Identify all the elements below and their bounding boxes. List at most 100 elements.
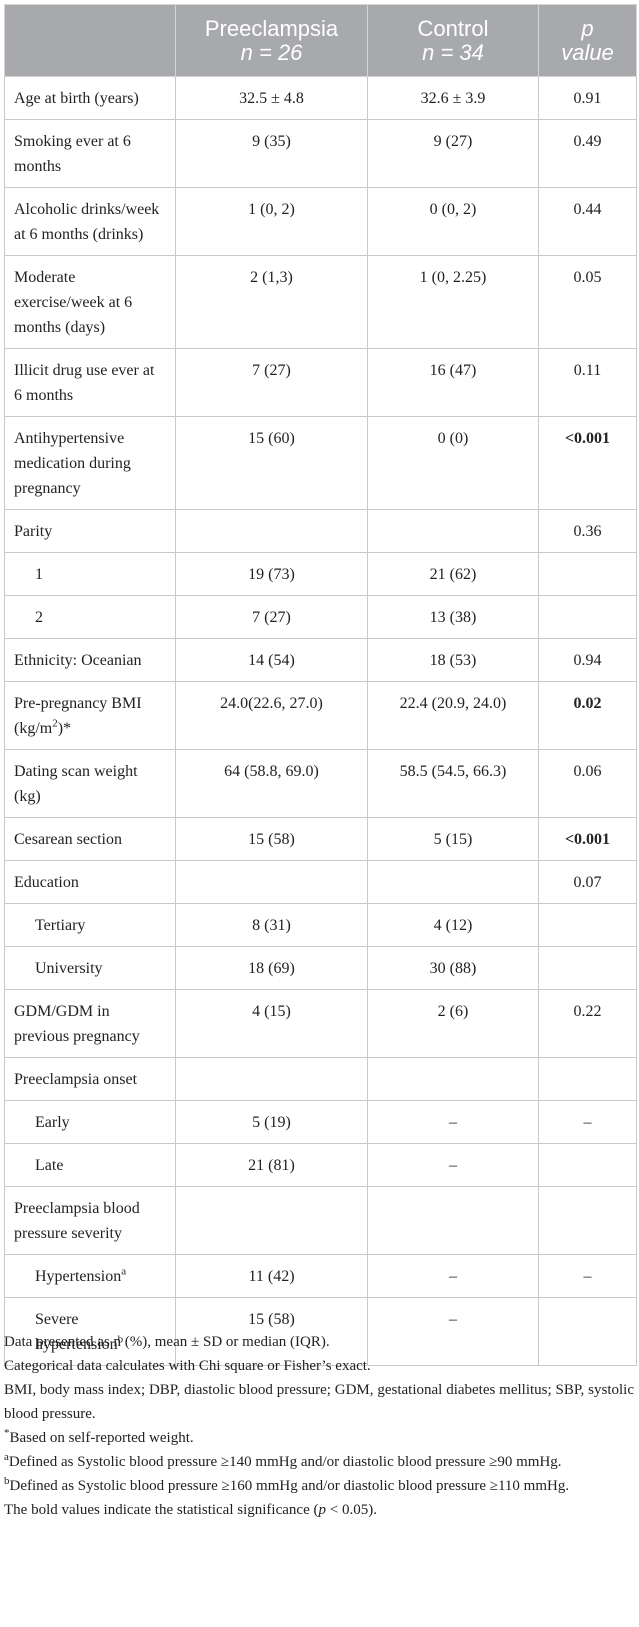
p-value: 0.06 [538,749,637,818]
header-control-label: Control [417,16,489,41]
preeclampsia-value: 8 (31) [175,903,368,947]
table-row: Ethnicity: Oceanian 14 (54) 18 (53) 0.94 [4,638,637,682]
row-label: Late [4,1143,176,1187]
preeclampsia-value: 15 (58) [175,1297,368,1366]
row-label-text: Severe hypertension [35,1311,118,1353]
preeclampsia-value: 11 (42) [175,1254,368,1298]
preeclampsia-value: 15 (58) [175,817,368,861]
control-value: 4 (12) [367,903,539,947]
table-row: Cesarean section 15 (58) 5 (15) <0.001 [4,817,637,861]
table-row: Antihypertensive medication during pregn… [4,416,637,510]
control-value: 13 (38) [367,595,539,639]
table-row: Alcoholic drinks/week at 6 months (drink… [4,187,637,256]
row-label: Alcoholic drinks/week at 6 months (drink… [4,187,176,256]
row-label: Moderate exercise/week at 6 months (days… [4,255,176,349]
preeclampsia-value: 21 (81) [175,1143,368,1187]
control-value: 21 (62) [367,552,539,596]
row-label: Age at birth (years) [4,76,176,120]
p-value: 0.11 [538,348,637,417]
footnote-marker: a [121,1265,127,1278]
preeclampsia-value [175,1186,368,1255]
header-preeclampsia-label: Preeclampsia [204,16,339,41]
control-value: – [367,1254,539,1298]
preeclampsia-value: 7 (27) [175,348,368,417]
row-label: Tertiary [4,903,176,947]
preeclampsia-value: 24.0(22.6, 27.0) [175,681,368,750]
row-label: Parity [4,509,176,553]
p-value: – [538,1254,637,1298]
footnote-text: Defined as Systolic blood pressure ≥160 … [9,1478,570,1494]
p-value [538,552,637,596]
p-value: – [538,1100,637,1144]
p-value [538,1186,637,1255]
row-label: Illicit drug use ever at 6 months [4,348,176,417]
footnote-bold-values: The bold values indicate the statistical… [4,1498,634,1522]
table-row: Tertiary 8 (31) 4 (12) [4,903,637,947]
row-label: Antihypertensive medication during pregn… [4,416,176,510]
table-row: Illicit drug use ever at 6 months 7 (27)… [4,348,637,417]
row-label: University [4,946,176,990]
footnote-text: Defined as Systolic blood pressure ≥140 … [8,1454,562,1470]
table-row: Education 0.07 [4,860,637,904]
preeclampsia-value: 18 (69) [175,946,368,990]
row-label: GDM/GDM in previous pregnancy [4,989,176,1058]
p-value [538,1143,637,1187]
footnote-statistics: Categorical data calculates with Chi squ… [4,1358,371,1374]
table-row: 1 19 (73) 21 (62) [4,552,637,596]
p-value [538,903,637,947]
p-value-significant: 0.02 [538,681,637,750]
control-value: – [367,1297,539,1366]
preeclampsia-value: 9 (35) [175,119,368,188]
characteristics-table: Preeclampsia n = 26 Control n = 34 p val… [4,4,637,1366]
control-value: 5 (15) [367,817,539,861]
row-label: 2 [4,595,176,639]
p-value [538,1057,637,1101]
footnote-text-end: < 0.05). [325,1502,377,1518]
table-row: Pre-pregnancy BMI (kg/m2)* 24.0(22.6, 27… [4,681,637,750]
table-row: Late 21 (81) – [4,1143,637,1187]
preeclampsia-value [175,860,368,904]
p-value [538,946,637,990]
table-row: Age at birth (years) 32.5 ± 4.8 32.6 ± 3… [4,76,637,120]
control-value [367,860,539,904]
control-value: 9 (27) [367,119,539,188]
control-value: 2 (6) [367,989,539,1058]
control-value: 16 (47) [367,348,539,417]
control-value [367,1057,539,1101]
row-label: Ethnicity: Oceanian [4,638,176,682]
control-value: 32.6 ± 3.9 [367,76,539,120]
preeclampsia-value: 5 (19) [175,1100,368,1144]
row-label: Education [4,860,176,904]
p-value [538,1297,637,1366]
row-label: Smoking ever at 6 months [4,119,176,188]
row-label-text: Pre-pregnancy BMI (kg/m [14,695,142,737]
control-value: – [367,1100,539,1144]
row-label: Dating scan weight (kg) [4,749,176,818]
table-row: University 18 (69) 30 (88) [4,946,637,990]
preeclampsia-value: 7 (27) [175,595,368,639]
preeclampsia-value: 15 (60) [175,416,368,510]
preeclampsia-value [175,1057,368,1101]
p-value: 0.22 [538,989,637,1058]
row-label: Pre-pregnancy BMI (kg/m2)* [4,681,176,750]
row-label: Early [4,1100,176,1144]
preeclampsia-value: 2 (1,3) [175,255,368,349]
row-label: Cesarean section [4,817,176,861]
control-value: 1 (0, 2.25) [367,255,539,349]
header-p-value: p value [538,4,637,77]
footnote-marker: b [117,1333,124,1346]
control-value [367,1186,539,1255]
row-label: Severe hypertensionb [4,1297,176,1366]
table-row: Dating scan weight (kg) 64 (58.8, 69.0) … [4,749,637,818]
preeclampsia-value: 19 (73) [175,552,368,596]
p-value: 0.49 [538,119,637,188]
control-value: 22.4 (20.9, 24.0) [367,681,539,750]
control-value: 18 (53) [367,638,539,682]
p-value-significant: <0.001 [538,416,637,510]
p-value: 0.07 [538,860,637,904]
header-p: p [581,16,594,41]
table-row: Severe hypertensionb 15 (58) – [4,1297,637,1366]
table-row: 2 7 (27) 13 (38) [4,595,637,639]
row-label-suffix: )* [57,720,72,737]
control-value: 58.5 (54.5, 66.3) [367,749,539,818]
